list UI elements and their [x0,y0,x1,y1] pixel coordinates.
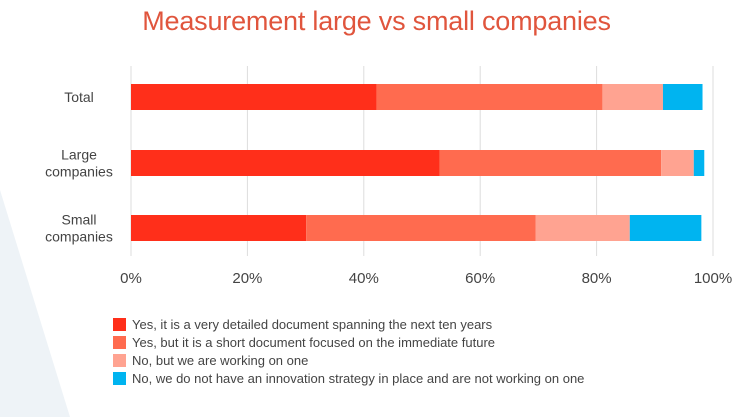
x-tick-label: 0% [120,270,142,287]
category-label: companies [45,164,113,180]
bar-segment [306,215,536,241]
bar-segment [131,84,377,110]
legend-item: Yes, it is a very detailed document span… [113,315,584,333]
bar-segment [131,215,307,241]
legend-item: Yes, but it is a short document focused … [113,333,584,351]
legend-label: Yes, but it is a short document focused … [132,334,496,350]
legend-label: No, we do not have an innovation strateg… [132,370,585,386]
category-label: Large [61,147,97,163]
chart-legend: Yes, it is a very detailed document span… [113,315,584,387]
legend-label: No, but we are working on one [132,352,309,368]
bar-segment [662,84,703,110]
category-label: Small [61,212,96,228]
bar-segment [602,84,663,110]
bar-segment [629,215,702,241]
bar-segment [131,150,440,176]
bar-segment [439,150,662,176]
legend-swatch [113,353,126,367]
legend-swatch [113,317,126,331]
legend-item: No, but we are working on one [113,351,584,369]
x-tick-label: 100% [694,270,732,287]
x-tick-label: 40% [349,270,379,287]
x-tick-label: 80% [582,270,612,287]
bar-segment [693,150,705,176]
chart-title: Measurement large vs small companies [142,6,611,36]
category-label: Total [64,89,94,105]
legend-label: Yes, it is a very detailed document span… [132,316,493,332]
x-tick-label: 20% [232,270,262,287]
bar-segment [535,215,630,241]
x-tick-label: 60% [465,270,495,287]
legend-swatch [113,371,126,385]
legend-swatch [113,335,126,349]
bar-segment [376,84,603,110]
bar-segment [661,150,694,176]
category-label: companies [45,229,113,245]
legend-item: No, we do not have an innovation strateg… [113,369,584,387]
